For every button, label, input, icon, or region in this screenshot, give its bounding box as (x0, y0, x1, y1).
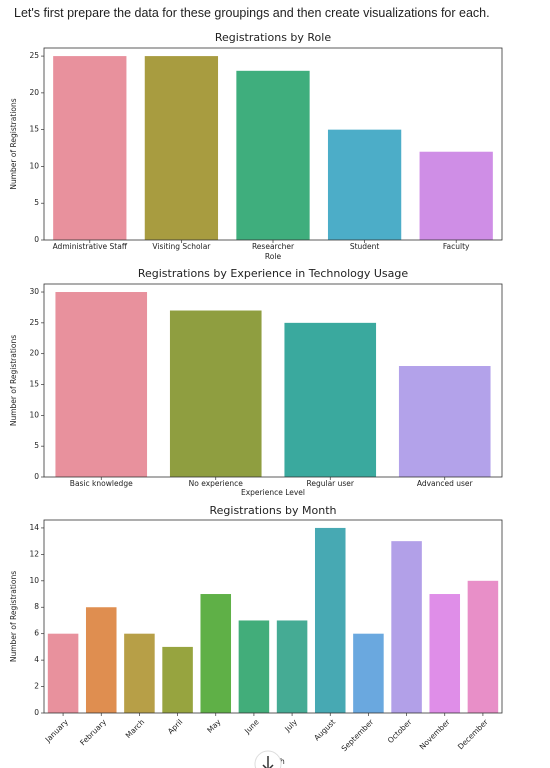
x-tick-label: February (78, 717, 108, 747)
x-tick-label: Researcher (252, 242, 295, 251)
bar (467, 580, 499, 713)
y-tick-label: 5 (34, 441, 39, 450)
plot-frame (43, 519, 503, 714)
x-axis-label: Role (265, 252, 282, 261)
bar (429, 594, 461, 713)
x-tick-label: March (124, 717, 147, 740)
x-tick-label: November (418, 717, 453, 752)
chart-title: Registrations by Month (209, 504, 336, 517)
bar (236, 70, 310, 240)
x-tick-label: May (205, 717, 223, 735)
x-tick-label: Administrative Staff (53, 242, 128, 251)
y-tick-label: 0 (34, 472, 39, 481)
y-tick-label: 10 (29, 161, 39, 170)
bar (398, 366, 491, 477)
y-tick-label: 10 (29, 410, 39, 419)
bar (327, 129, 402, 240)
y-tick-label: 10 (29, 576, 39, 585)
y-tick-label: 4 (34, 655, 39, 664)
x-tick-label: Student (350, 242, 380, 251)
x-tick-label: December (456, 717, 491, 752)
y-tick-label: 6 (34, 629, 39, 638)
x-tick-label: October (386, 717, 414, 745)
x-tick-label: Advanced user (417, 479, 474, 488)
x-tick-label: April (166, 717, 184, 735)
x-tick-label: June (242, 717, 261, 736)
bar (162, 646, 193, 713)
y-tick-label: 20 (29, 349, 39, 358)
bar (124, 633, 155, 713)
y-tick-label: 25 (29, 318, 39, 327)
y-tick-label: 5 (34, 198, 39, 207)
x-tick-label: Regular user (306, 479, 354, 488)
bar (391, 541, 422, 713)
x-tick-label: Basic knowledge (70, 479, 133, 488)
bar (144, 56, 219, 241)
y-tick-label: 15 (29, 125, 39, 134)
x-tick-label: August (312, 717, 337, 742)
y-axis-label: Number of Registrations (9, 335, 18, 426)
plot-frame (43, 47, 503, 241)
bar (200, 594, 232, 713)
y-tick-label: 30 (29, 287, 39, 296)
y-tick-label: 25 (29, 51, 39, 60)
y-axis-label: Number of Registrations (9, 571, 18, 662)
x-tick-label: January (43, 717, 71, 745)
y-tick-label: 8 (34, 602, 39, 611)
bar (419, 151, 493, 240)
x-tick-label: July (282, 717, 299, 734)
y-tick-label: 20 (29, 88, 39, 97)
bar (314, 527, 346, 713)
bar (284, 322, 377, 477)
x-tick-label: No experience (189, 479, 244, 488)
y-tick-label: 15 (29, 380, 39, 389)
x-tick-label: Faculty (443, 242, 470, 251)
intro-text: Let's first prepare the data for these g… (14, 6, 490, 20)
bar (276, 620, 308, 713)
bar (85, 607, 117, 713)
y-tick-label: 0 (34, 235, 39, 244)
bar (238, 620, 270, 713)
bar (353, 633, 384, 713)
bar (53, 56, 127, 241)
y-tick-label: 0 (34, 708, 39, 717)
bar (47, 633, 79, 713)
y-tick-label: 14 (29, 523, 39, 532)
chart-title: Registrations by Experience in Technolog… (138, 267, 409, 280)
y-tick-label: 12 (29, 549, 39, 558)
bar (169, 310, 262, 477)
bar (55, 292, 148, 477)
x-tick-label: Visiting Scholar (152, 242, 211, 251)
plot-frame (43, 283, 503, 478)
y-axis-label: Number of Registrations (9, 98, 18, 189)
x-tick-label: September (340, 717, 376, 753)
x-axis-label: Experience Level (241, 488, 305, 497)
chart-title: Registrations by Role (215, 31, 331, 44)
y-tick-label: 2 (34, 682, 39, 691)
